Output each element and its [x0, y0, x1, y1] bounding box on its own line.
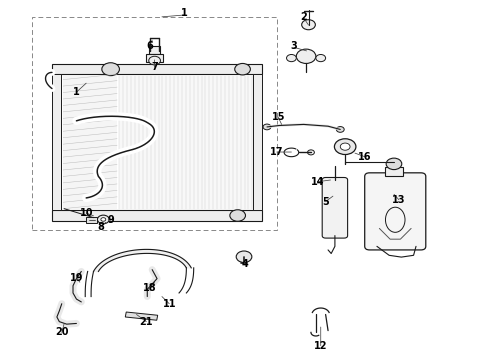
Text: 21: 21	[140, 317, 153, 327]
Text: 8: 8	[98, 222, 104, 232]
Bar	[120, 76, 253, 209]
Circle shape	[263, 124, 271, 130]
Bar	[253, 74, 262, 211]
Text: 14: 14	[311, 177, 324, 187]
Circle shape	[336, 127, 344, 132]
FancyBboxPatch shape	[365, 173, 426, 250]
Text: 3: 3	[291, 41, 297, 50]
Text: 20: 20	[55, 327, 69, 337]
Circle shape	[287, 54, 296, 62]
Text: 1: 1	[73, 87, 80, 97]
Polygon shape	[94, 249, 191, 271]
Circle shape	[230, 210, 245, 221]
Circle shape	[386, 158, 402, 170]
Circle shape	[102, 63, 120, 76]
Text: 5: 5	[322, 197, 329, 207]
Text: 16: 16	[358, 152, 371, 162]
Circle shape	[101, 218, 106, 221]
Bar	[63, 76, 117, 209]
FancyBboxPatch shape	[322, 177, 347, 238]
Text: 13: 13	[392, 195, 406, 205]
Bar	[52, 74, 61, 211]
Text: 2: 2	[300, 12, 307, 22]
Bar	[125, 312, 158, 320]
Text: 18: 18	[143, 283, 156, 293]
Bar	[149, 45, 160, 54]
Text: 9: 9	[107, 215, 114, 225]
Text: 19: 19	[70, 273, 83, 283]
Circle shape	[316, 54, 326, 62]
Circle shape	[308, 150, 315, 155]
Circle shape	[98, 215, 109, 224]
Text: 10: 10	[79, 208, 93, 218]
Text: 1: 1	[180, 8, 187, 18]
Circle shape	[302, 20, 316, 30]
Bar	[52, 211, 262, 221]
Bar	[52, 64, 262, 74]
Text: 12: 12	[314, 341, 327, 351]
Bar	[385, 167, 403, 176]
Circle shape	[334, 139, 356, 154]
Bar	[32, 17, 277, 230]
Text: 17: 17	[270, 147, 284, 157]
Circle shape	[340, 143, 350, 150]
Text: 7: 7	[151, 62, 158, 72]
Text: 4: 4	[242, 259, 248, 269]
Circle shape	[149, 56, 160, 65]
Bar	[146, 54, 163, 62]
Bar	[86, 217, 97, 223]
Circle shape	[235, 63, 250, 75]
Text: 15: 15	[271, 112, 285, 122]
Circle shape	[296, 49, 316, 63]
Text: 6: 6	[147, 41, 153, 50]
Text: 11: 11	[163, 299, 176, 309]
Circle shape	[236, 251, 252, 262]
